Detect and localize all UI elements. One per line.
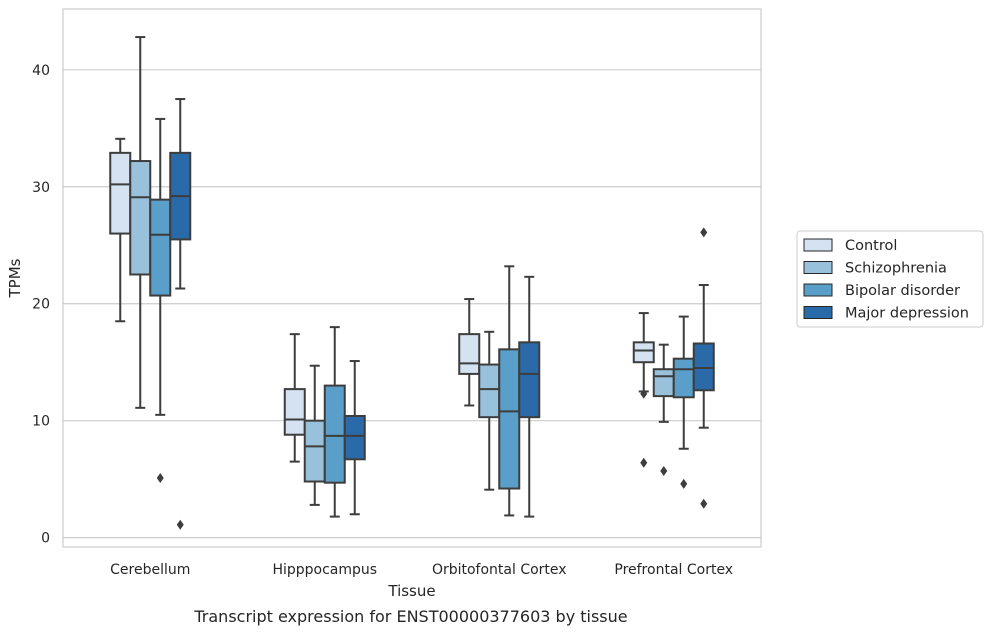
legend-swatch xyxy=(803,261,833,274)
box-3-0 xyxy=(632,312,655,468)
outlier-point xyxy=(640,388,648,399)
box-iqr xyxy=(323,384,346,484)
box-2-3 xyxy=(518,275,541,518)
box-2-0 xyxy=(458,298,481,407)
box-iqr xyxy=(652,368,675,398)
y-tick-label: 20 xyxy=(32,297,50,313)
box-2-1 xyxy=(478,330,501,491)
legend-item: Control xyxy=(803,238,897,254)
outlier-point xyxy=(660,465,668,476)
box-iqr xyxy=(109,151,132,235)
x-axis-ticks: Cerebellum Hipppocampus Orbitofontal Corte… xyxy=(110,562,733,578)
legend-swatch xyxy=(803,238,833,252)
legend: Control Schizophrenia Bipolar disorder Majo… xyxy=(796,230,984,328)
x-tick-label: Hipppocampus xyxy=(272,562,377,578)
legend-item: Major depression xyxy=(803,306,969,322)
legend-label: Bipolar disorder xyxy=(845,283,960,299)
legend-frame xyxy=(796,230,984,328)
legend-item: Bipolar disorder xyxy=(803,283,960,299)
y-axis-label: TPMs xyxy=(6,258,24,298)
outlier-point xyxy=(700,227,708,238)
box-0-0 xyxy=(109,137,132,323)
y-tick-label: 40 xyxy=(32,63,50,79)
y-tick-label: 0 xyxy=(41,531,50,547)
box-iqr xyxy=(458,333,481,375)
box-iqr xyxy=(149,198,172,297)
box-iqr xyxy=(343,415,366,461)
legend-label: Control xyxy=(845,238,897,254)
x-axis-label: Tissue xyxy=(387,582,435,600)
box-iqr xyxy=(303,419,326,483)
box-1-0 xyxy=(283,333,306,463)
box-0-3 xyxy=(169,98,192,530)
outlier-point xyxy=(640,457,648,468)
outlier-point xyxy=(176,519,184,530)
legend-swatch xyxy=(803,283,833,297)
x-tick-label: Prefrontal Cortex xyxy=(614,562,733,578)
outlier-point xyxy=(700,498,708,509)
legend-item: Schizophrenia xyxy=(803,261,947,277)
y-tick-label: 30 xyxy=(32,180,50,196)
gridlines xyxy=(63,69,761,539)
box-iqr xyxy=(283,388,306,436)
plot-area-frame xyxy=(62,8,762,548)
chart-caption: Transcript expression for ENST0000037760… xyxy=(193,607,627,626)
box-1-3 xyxy=(343,360,366,516)
legend-swatch xyxy=(803,306,833,319)
box-0-1 xyxy=(129,36,152,409)
box-iqr xyxy=(129,160,152,276)
box-3-1 xyxy=(652,343,675,476)
box-iqr xyxy=(692,342,715,392)
box-iqr xyxy=(498,348,521,490)
outlier-point xyxy=(156,472,164,483)
box-0-2 xyxy=(149,117,172,483)
box-iqr xyxy=(518,341,541,419)
x-tick-label: Orbitofontal Cortex xyxy=(432,562,567,578)
box-2-2 xyxy=(498,265,521,517)
box-iqr xyxy=(478,363,501,419)
x-tick-label: Cerebellum xyxy=(110,562,190,578)
legend-label: Major depression xyxy=(845,306,969,322)
box-3-2 xyxy=(672,315,695,489)
box-3-3 xyxy=(692,227,715,509)
box-iqr xyxy=(672,357,695,399)
boxes xyxy=(109,36,715,530)
box-iqr xyxy=(632,341,655,364)
outlier-point xyxy=(680,478,688,489)
box-1-1 xyxy=(303,364,326,506)
y-axis-ticks: 0 10 20 30 40 xyxy=(32,63,50,547)
y-tick-label: 10 xyxy=(32,414,50,430)
box-1-2 xyxy=(323,326,346,518)
legend-label: Schizophrenia xyxy=(845,261,947,277)
